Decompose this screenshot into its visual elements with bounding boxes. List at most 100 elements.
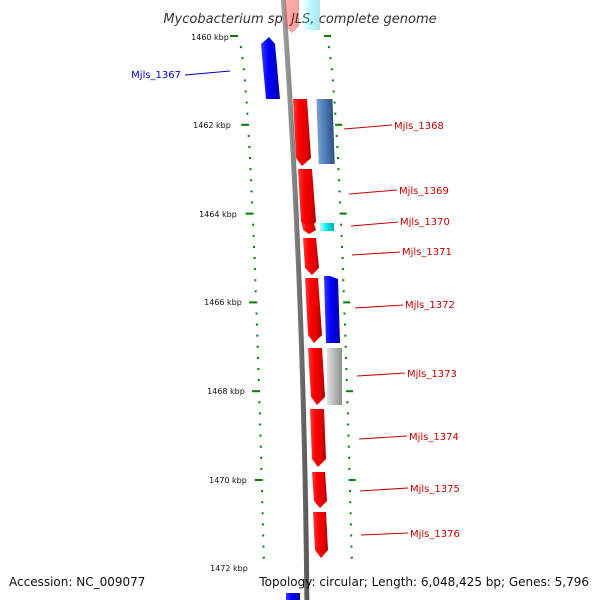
ruler-inner-tick-minor [254, 290, 257, 293]
gene-arrow-mjls-1371[interactable] [303, 238, 319, 275]
ruler-inner-tick-minor [252, 223, 255, 226]
gene-label-mjls-1373[interactable]: Mjls_1373 [407, 369, 457, 380]
ruler-label-1468: 1468 kbp [207, 387, 245, 396]
gene-label-mjls-1376[interactable]: Mjls_1376 [410, 529, 460, 540]
gene-label-mjls-1375[interactable]: Mjls_1375 [410, 484, 460, 495]
ruler-inner-tick-minor [257, 379, 260, 382]
gene-arrow-mjls-1370[interactable] [302, 224, 316, 234]
ruler-outer-tick-minor [347, 423, 350, 426]
ruler-inner-tick-minor [260, 467, 263, 470]
ruler-inner-tick-minor [250, 179, 253, 182]
ruler-outer-tick-minor [343, 312, 346, 315]
ruler-outer-tick-minor [347, 434, 350, 437]
ruler-outer-tick-minor [329, 57, 332, 60]
ruler-labels: 1460 kbp 1462 kbp 1464 kbp 1466 kbp 1468… [191, 33, 248, 573]
ruler-outer-tick-major [346, 390, 354, 393]
ruler-outer-tick-minor [343, 323, 346, 326]
feature-steelblue-1368[interactable] [316, 99, 335, 164]
feature-blue-1372[interactable] [324, 276, 340, 343]
gene-label-mjls-1368[interactable]: Mjls_1368 [394, 121, 444, 132]
feature-partial-top-red[interactable] [285, 0, 299, 33]
gene-arrow-mjls-1373[interactable] [308, 348, 325, 405]
leader-line-mjls-1375 [359, 487, 409, 492]
ruler-outer-tick-minor [340, 223, 343, 226]
leader-line-mjls-1369 [348, 189, 398, 195]
feature-partial-top-cyan[interactable] [304, 0, 320, 30]
ruler-inner-tick-minor [257, 356, 259, 359]
leader-line-mjls-1373 [356, 372, 406, 377]
gene-arrow-mjls-1374[interactable] [310, 409, 326, 467]
gene-labels: Mjls_1367 Mjls_1368 Mjls_1369 Mjls_1370 … [131, 70, 460, 540]
ruler-label-1462: 1462 kbp [193, 121, 231, 130]
ruler-inner-tick-minor [253, 268, 256, 271]
ruler-inner-tick-minor [257, 368, 260, 370]
ruler-inner-tick-minor [261, 512, 264, 515]
ruler-inner-tick-minor [259, 423, 262, 426]
ruler-outer-tick-minor [349, 512, 352, 515]
ruler-inner-tick-minor [258, 412, 261, 415]
gene-arrow-mjls-1372[interactable] [305, 278, 322, 343]
ruler-inner-tick-minor [256, 345, 259, 348]
ruler-inner-tick-minor [245, 101, 248, 104]
accession-text: Accession: NC_009077 [9, 575, 145, 589]
ruler-label-1460: 1460 kbp [191, 33, 229, 42]
leader-line-mjls-1367 [184, 70, 231, 76]
gene-arrow-mjls-1369[interactable] [298, 169, 316, 230]
ruler-inner-tick-minor [255, 312, 258, 315]
gene-arrow-mjls-1368[interactable] [293, 99, 311, 166]
ruler-inner-tick-minor [261, 490, 263, 493]
ruler-inner-tick-minor [258, 401, 261, 404]
gene-label-mjls-1372[interactable]: Mjls_1372 [405, 300, 455, 311]
map-title: Mycobacterium sp. JLS, complete genome [163, 12, 436, 27]
ruler-outer-tick-minor [344, 345, 347, 348]
gene-label-mjls-1374[interactable]: Mjls_1374 [409, 432, 459, 443]
genome-backbone [280, 0, 310, 600]
ruler-inner-tick-major [249, 301, 258, 304]
ruler-inner-tick-minor [256, 334, 259, 337]
ruler-outer-tick-minor [339, 201, 342, 204]
ruler-outer-tick-minor [336, 146, 339, 148]
ruler-inner-tick-minor [243, 79, 246, 82]
feature-gray-1373[interactable] [327, 348, 342, 405]
ruler-outer-tick-minor [350, 534, 353, 537]
ruler-outer-tick-major [324, 35, 331, 37]
ruler-inner-tick-minor [248, 146, 251, 148]
ruler-outer-tick-minor [327, 46, 330, 49]
gene-label-mjls-1367[interactable]: Mjls_1367 [131, 70, 181, 81]
gene-arrow-mjls-1367[interactable] [261, 37, 280, 99]
gene-label-mjls-1370[interactable]: Mjls_1370 [400, 217, 450, 228]
ruler-inner-tick-minor [253, 245, 255, 248]
gene-label-mjls-1371[interactable]: Mjls_1371 [402, 247, 452, 258]
ruler-inner-tick-minor [242, 68, 245, 71]
ruler-outer-tick-minor [350, 556, 353, 559]
feature-partial-bottom-blue[interactable] [286, 593, 300, 600]
ruler-outer-tick-minor [348, 456, 351, 459]
ruler-outer-ticks [324, 35, 356, 559]
ruler-outer-tick-minor [337, 168, 340, 171]
ruler-inner-tick-minor [239, 46, 242, 49]
ruler-outer-tick-minor [347, 445, 350, 448]
ruler-inner-tick-major [230, 35, 238, 37]
ruler-outer-tick-minor [331, 79, 334, 82]
ruler-outer-tick-minor [338, 179, 341, 182]
ruler-inner-tick-minor [253, 257, 256, 259]
ruler-inner-tick-minor [246, 112, 249, 115]
ruler-outer-tick-minor [338, 190, 341, 193]
ruler-inner-tick-minor [262, 534, 265, 537]
feature-cyan-1370[interactable] [320, 223, 334, 231]
ruler-inner-tick-major [252, 390, 261, 393]
ruler-label-1470: 1470 kbp [209, 476, 247, 485]
ruler-outer-tick-minor [334, 112, 337, 115]
gene-label-mjls-1369[interactable]: Mjls_1369 [399, 186, 449, 197]
ruler-inner-tick-minor [262, 556, 265, 559]
ruler-outer-tick-minor [330, 68, 333, 71]
ruler-outer-tick-minor [337, 157, 339, 160]
ruler-outer-tick-minor [349, 523, 352, 526]
ruler-inner-tick-minor [249, 168, 252, 171]
ruler-outer-tick-minor [342, 279, 345, 282]
gene-arrow-mjls-1375[interactable] [312, 472, 327, 508]
ruler-inner-tick-major [254, 479, 263, 481]
ruler-outer-tick-minor [342, 290, 345, 293]
ruler-outer-tick-minor [332, 90, 335, 93]
gene-arrow-mjls-1376[interactable] [313, 512, 328, 558]
